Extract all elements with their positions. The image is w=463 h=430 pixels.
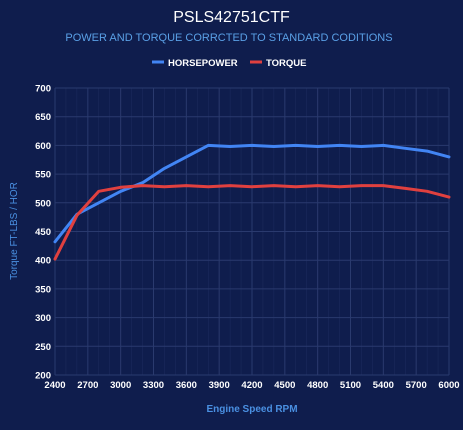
chart-title: PSLS42751CTF bbox=[173, 9, 290, 26]
x-tick-label: 3900 bbox=[209, 380, 230, 391]
x-tick-label: 2700 bbox=[77, 380, 98, 391]
y-tick-label: 550 bbox=[35, 170, 51, 181]
legend-label: TORQUE bbox=[266, 58, 306, 69]
y-tick-label: 300 bbox=[35, 313, 51, 324]
legend-item-horsepower[interactable]: HORSEPOWER bbox=[152, 58, 238, 69]
y-tick-label: 450 bbox=[35, 227, 51, 238]
x-axis-label: Engine Speed RPM bbox=[206, 404, 297, 415]
y-axis-ticks: 200 250 300 350 400 450 500 550 600 650 700 bbox=[35, 84, 51, 382]
series-line-horsepower bbox=[53, 143, 451, 244]
y-tick-label: 700 bbox=[35, 84, 51, 95]
series-line-torque bbox=[53, 184, 451, 261]
x-tick-label: 5400 bbox=[373, 380, 394, 391]
y-tick-label: 250 bbox=[35, 342, 51, 353]
x-tick-label: 3600 bbox=[176, 380, 197, 391]
legend-label: HORSEPOWER bbox=[168, 58, 238, 69]
grid bbox=[54, 87, 450, 376]
y-tick-label: 500 bbox=[35, 198, 51, 209]
x-tick-label: 2400 bbox=[44, 380, 65, 391]
y-tick-label: 200 bbox=[35, 371, 51, 382]
series-lines bbox=[53, 143, 451, 261]
y-tick-label: 350 bbox=[35, 284, 51, 295]
x-tick-label: 5100 bbox=[340, 380, 361, 391]
x-tick-label: 4200 bbox=[241, 380, 262, 391]
legend-item-torque[interactable]: TORQUE bbox=[250, 58, 306, 69]
chart-subtitle: POWER AND TORQUE CORRCTED TO STANDARD CO… bbox=[65, 32, 392, 44]
x-tick-label: 3000 bbox=[110, 380, 131, 391]
x-tick-label: 4500 bbox=[274, 380, 295, 391]
x-tick-label: 3300 bbox=[143, 380, 164, 391]
legend[interactable]: HORSEPOWER TORQUE bbox=[152, 58, 306, 69]
x-axis-ticks: 2400 2700 3000 3300 3600 3900 4200 4500 4800 5100… bbox=[44, 380, 459, 391]
y-tick-label: 600 bbox=[35, 141, 51, 152]
x-tick-label: 6000 bbox=[438, 380, 459, 391]
x-tick-label: 4800 bbox=[307, 380, 328, 391]
x-tick-label: 5700 bbox=[406, 380, 427, 391]
y-axis-label: Torque FT-LBS / HOR bbox=[9, 182, 20, 280]
y-tick-label: 650 bbox=[35, 112, 51, 123]
y-tick-label: 400 bbox=[35, 256, 51, 267]
